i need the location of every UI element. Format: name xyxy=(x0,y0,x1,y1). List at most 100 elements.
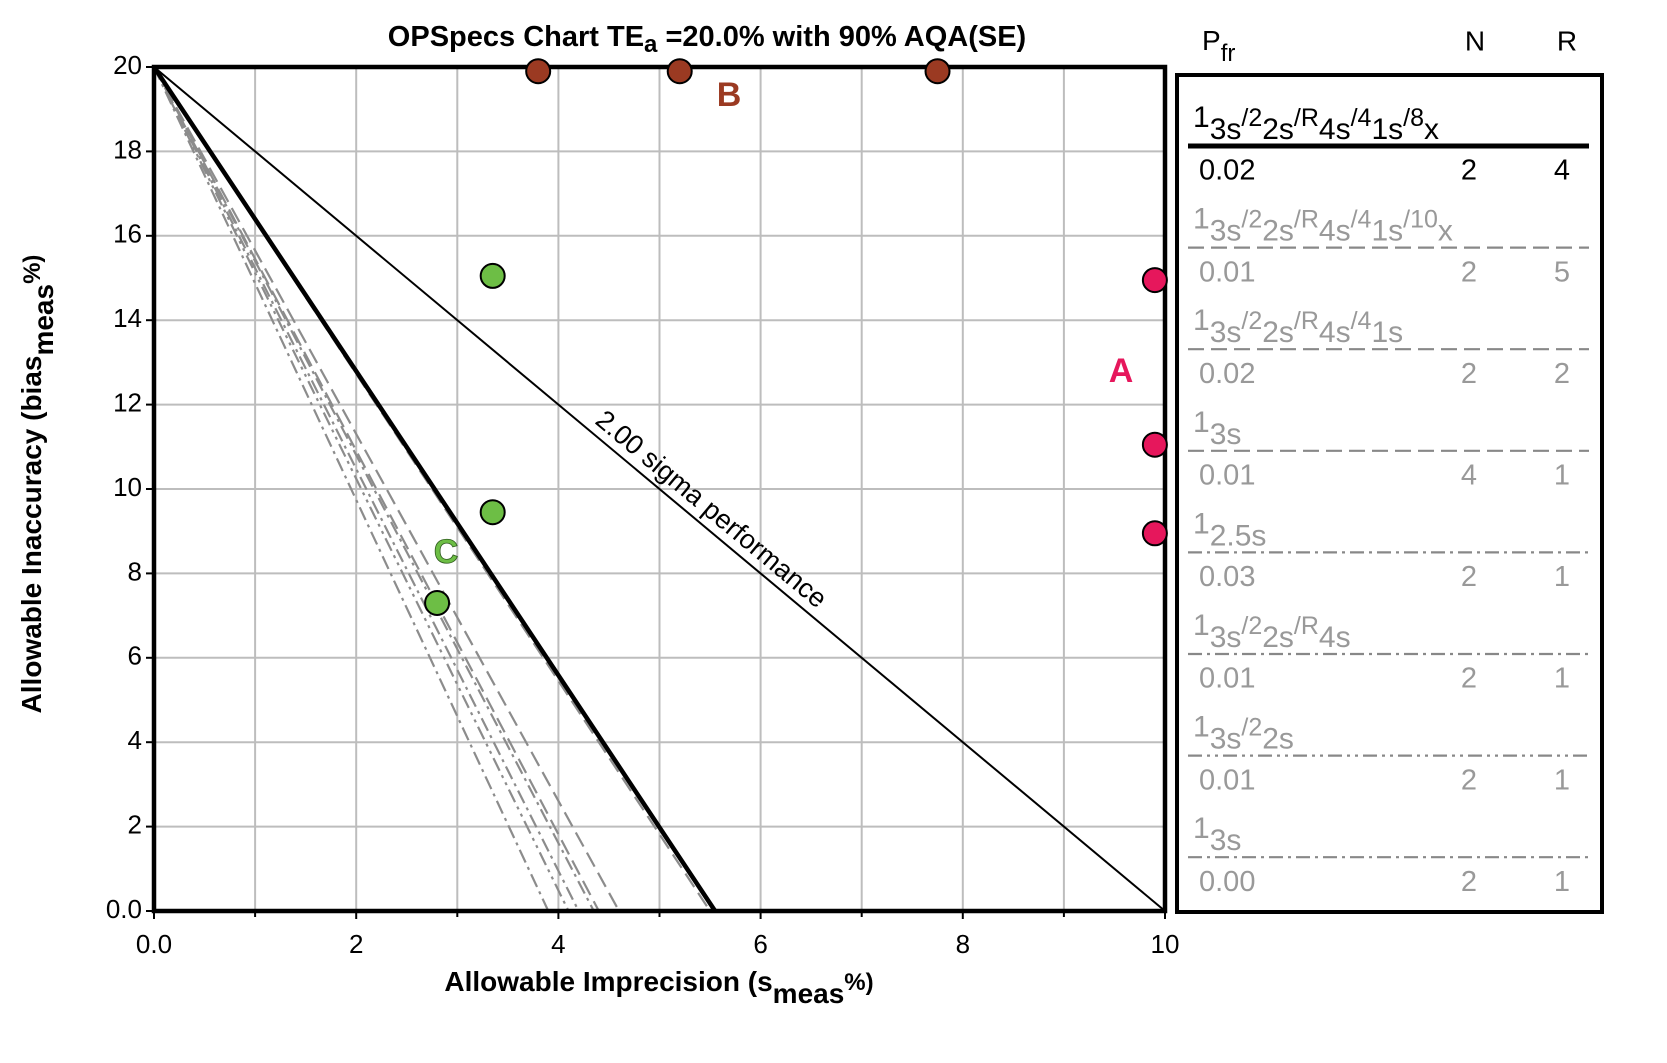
rule-subscript: 2.5s xyxy=(1210,519,1267,552)
data-point xyxy=(479,262,506,289)
x-tick-label: 10 xyxy=(1151,929,1180,959)
r-value: 1 xyxy=(1554,663,1570,695)
rule-subscript: 3s xyxy=(1210,418,1242,451)
y-tick-label: 18 xyxy=(113,134,142,164)
rule-text: /R xyxy=(1294,205,1319,233)
rule-name: 13s xyxy=(1193,812,1241,857)
pfr-value: 0.02 xyxy=(1199,155,1255,187)
operating-line xyxy=(153,66,600,912)
data-point xyxy=(1141,520,1168,547)
series-label: A xyxy=(1109,352,1134,390)
y-tick-label: 20 xyxy=(113,50,142,80)
operating-line xyxy=(153,66,550,912)
rule-subscript: 2s xyxy=(1262,723,1294,756)
legend-row: 13s/22s/R4s/41s/10x 0.01 2 5 xyxy=(1188,203,1589,288)
x-axis-label: Allowable Imprecision (smeas%) xyxy=(444,966,873,1009)
rule-subscript: x xyxy=(1424,113,1439,146)
rule-text: /2 xyxy=(1241,713,1262,741)
plot-frame xyxy=(151,64,1168,914)
rule-name: 13s/22s xyxy=(1193,711,1294,756)
rule-name: 12.5s xyxy=(1193,507,1266,552)
y-tick-label: 10 xyxy=(113,472,142,502)
pfr-value: 0.02 xyxy=(1199,358,1255,390)
rule-text: /2 xyxy=(1241,205,1262,233)
axis-label-text: %) xyxy=(19,255,46,284)
y-tick-label: 6 xyxy=(128,641,142,671)
y-tick-label: 2 xyxy=(128,809,142,839)
rule-subscript: 1s xyxy=(1371,316,1403,349)
rule-subscript: 2s xyxy=(1262,215,1294,248)
pfr-value: 0.00 xyxy=(1199,866,1255,898)
title-text: OPSpecs Chart TE xyxy=(388,21,644,53)
y-tick-label: 12 xyxy=(113,387,142,417)
title-text: =20.0% with 90% AQA(SE) xyxy=(657,21,1026,53)
data-point xyxy=(1141,267,1168,294)
operating-line xyxy=(153,66,595,912)
y-tick-label: 8 xyxy=(128,556,142,586)
r-value: 1 xyxy=(1554,459,1570,491)
rule-subscript: 3s xyxy=(1210,215,1242,248)
x-tick-label: 2 xyxy=(349,929,363,959)
axis-label-text: Allowable Inaccuracy (bias xyxy=(16,356,47,714)
series-label: C xyxy=(434,533,459,571)
rule-name: 13s/22s/R4s/41s xyxy=(1193,304,1403,349)
rule-subscript: 2s xyxy=(1262,113,1294,146)
axis-label-text: Allowable Imprecision (s xyxy=(444,966,772,997)
rule-subscript: 3s xyxy=(1210,824,1242,857)
rule-subscript: 4s xyxy=(1319,113,1351,146)
data-point xyxy=(666,58,693,85)
rule-text: 1 xyxy=(1193,711,1210,744)
pfr-value: 0.03 xyxy=(1199,561,1255,593)
n-value: 2 xyxy=(1461,764,1477,796)
rule-subscript: 4s xyxy=(1319,215,1351,248)
rule-subscript: 4s xyxy=(1319,316,1351,349)
sigma-label: 2.00 sigma performance xyxy=(590,404,833,614)
sigma-line xyxy=(153,66,1166,912)
rule-subscript: 3s xyxy=(1210,316,1242,349)
n-value: 2 xyxy=(1461,866,1477,898)
rule-name: 13s/22s/R4s/41s/10x xyxy=(1193,203,1453,248)
data-point xyxy=(924,58,951,85)
header-subscript: fr xyxy=(1221,40,1236,67)
pfr-value: 0.01 xyxy=(1199,663,1255,695)
n-value: 2 xyxy=(1461,155,1477,187)
rule-text: /4 xyxy=(1351,205,1372,233)
r-value: 1 xyxy=(1554,764,1570,796)
r-value: 4 xyxy=(1554,155,1570,187)
legend-header-pfr: Pfr xyxy=(1202,25,1235,67)
rule-text: /2 xyxy=(1241,307,1262,335)
r-value: 5 xyxy=(1554,256,1570,288)
axis-label-subscript: meas xyxy=(28,284,59,356)
axis-label-subscript: meas xyxy=(773,978,845,1009)
n-value: 2 xyxy=(1461,663,1477,695)
data-point xyxy=(424,589,451,616)
legend-box xyxy=(1175,73,1604,914)
legend-row: 13s/22s/R4s/41s/8x 0.02 2 4 xyxy=(1188,101,1589,187)
rule-text: /R xyxy=(1294,612,1319,640)
rule-text: 1 xyxy=(1193,812,1210,845)
r-value: 1 xyxy=(1554,866,1570,898)
operating-line xyxy=(153,66,570,912)
x-tick-label: 0.0 xyxy=(136,929,172,959)
legend-row: 12.5s0.03 2 1 xyxy=(1188,507,1589,593)
rule-text: /2 xyxy=(1241,612,1262,640)
rule-text: 1 xyxy=(1193,101,1210,134)
y-tick-label: 0.0 xyxy=(106,894,142,924)
rule-subscript: 3s xyxy=(1210,621,1242,654)
operating-line xyxy=(152,65,717,913)
rule-text: /4 xyxy=(1351,104,1372,132)
rule-subscript: 1s xyxy=(1371,113,1403,146)
axis-label-text: %) xyxy=(844,969,873,996)
rule-text: /R xyxy=(1294,307,1319,335)
rule-text: /2 xyxy=(1241,104,1262,132)
n-value: 2 xyxy=(1461,256,1477,288)
rule-name: 13s xyxy=(1193,406,1241,451)
rule-text: /10 xyxy=(1403,205,1438,233)
operating-line xyxy=(153,66,580,912)
chart-title: OPSpecs Chart TEa =20.0% with 90% AQA(SE… xyxy=(388,21,1026,59)
legend-header-r: R xyxy=(1557,25,1577,56)
